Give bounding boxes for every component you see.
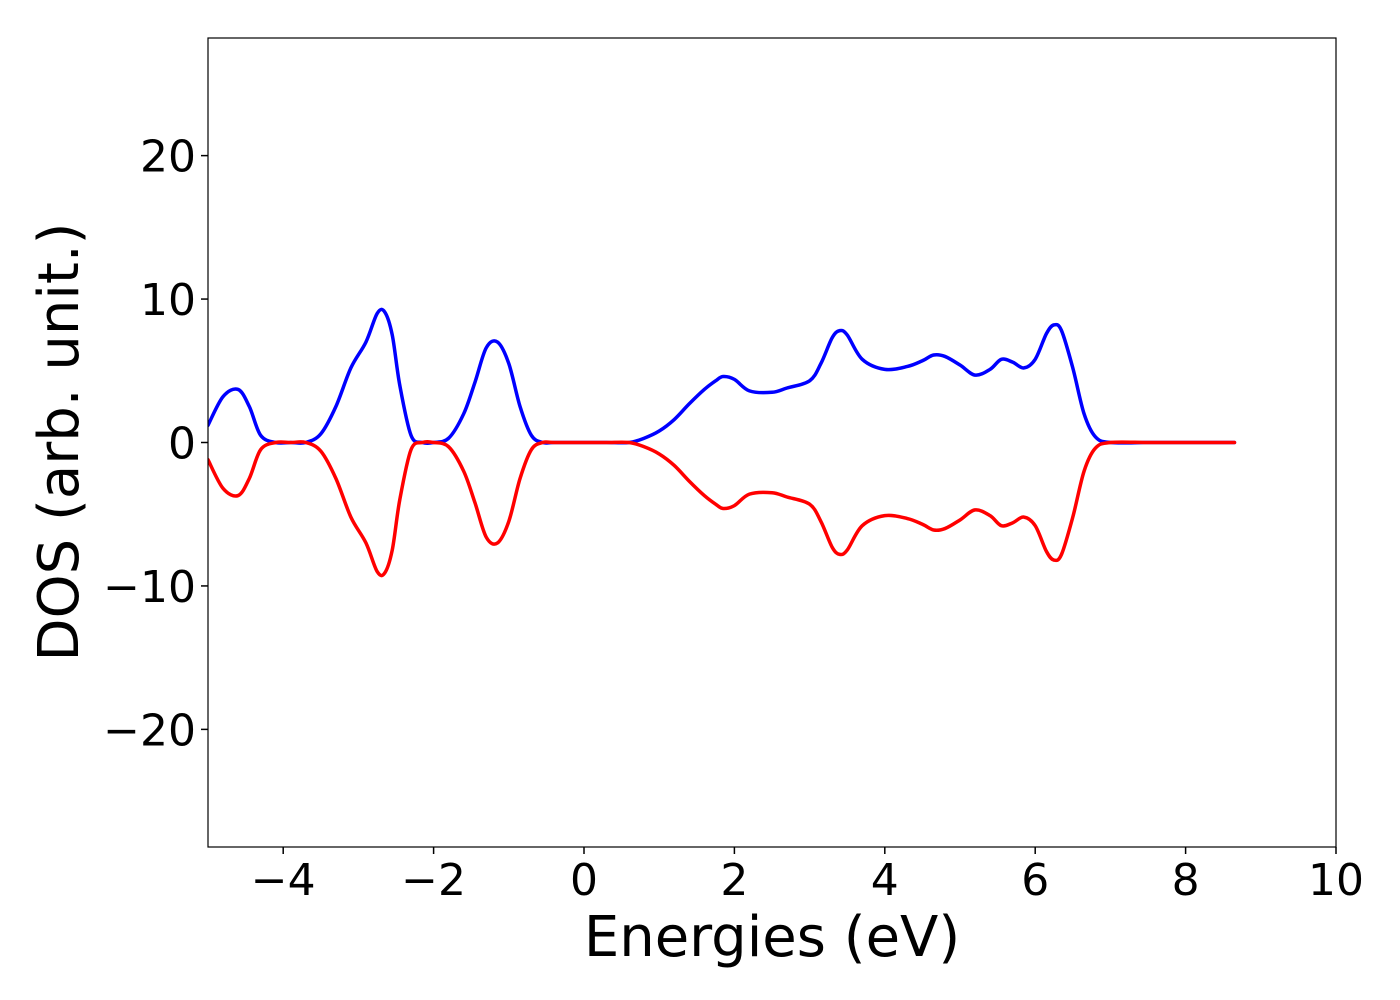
y-tick-label: 20 [140,132,196,183]
x-tick-label: 0 [570,855,598,906]
spin-down-dos-line [208,440,1237,578]
y-tick-label: 0 [168,419,196,470]
x-tick-label: 10 [1308,855,1364,906]
x-tick-label: −2 [401,855,466,906]
x-tick-label: −4 [251,855,316,906]
y-tick-label: −20 [103,705,196,756]
plot-area [208,307,1237,578]
y-tick-label: −10 [103,562,196,613]
x-tick-label: 4 [871,855,899,906]
x-tick-label: 8 [1172,855,1200,906]
x-tick-label: 6 [1021,855,1049,906]
y-axis-label: DOS (arb. unit.) [27,222,92,661]
y-tick-label: 10 [140,275,196,326]
x-tick-label: 2 [720,855,748,906]
x-axis-ticks: −4 −2 0 2 4 6 8 10 [251,847,1364,906]
y-axis-ticks: −20 −10 0 10 20 [103,132,208,756]
x-axis-label: Energies (eV) [584,905,960,970]
spin-up-dos-line [208,307,1237,445]
